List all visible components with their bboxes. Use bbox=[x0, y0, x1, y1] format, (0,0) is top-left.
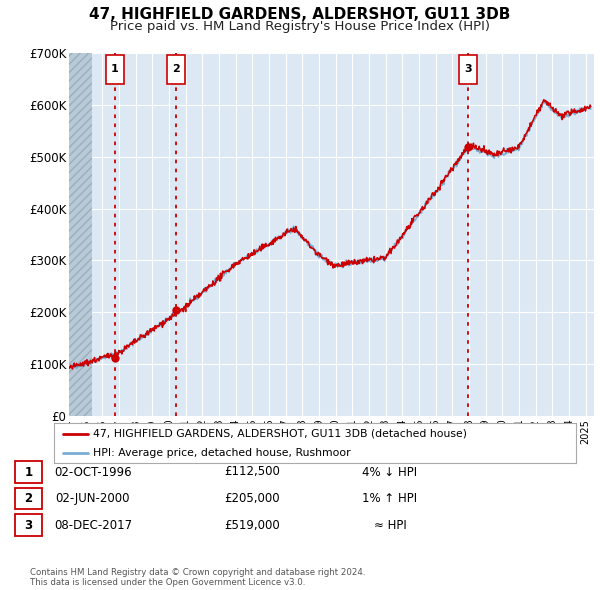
Text: 2: 2 bbox=[25, 492, 32, 505]
Text: £205,000: £205,000 bbox=[224, 492, 280, 505]
HPI: Average price, detached house, Rushmoor: (1.99e+03, 9.42e+04): Average price, detached house, Rushmoor:… bbox=[65, 363, 73, 371]
HPI: Average price, detached house, Rushmoor: (2.02e+03, 5.06e+05): Average price, detached house, Rushmoor:… bbox=[459, 150, 466, 158]
Text: Price paid vs. HM Land Registry's House Price Index (HPI): Price paid vs. HM Land Registry's House … bbox=[110, 20, 490, 33]
HPI: Average price, detached house, Rushmoor: (2e+03, 2.45e+05): Average price, detached house, Rushmoor:… bbox=[202, 286, 209, 293]
Text: 1: 1 bbox=[111, 64, 119, 74]
Text: 1: 1 bbox=[25, 466, 32, 478]
47, HIGHFIELD GARDENS, ALDERSHOT, GU11 3DB (detached house) bbox=[289, 228, 296, 235]
Text: 3: 3 bbox=[25, 519, 32, 532]
Text: HPI: Average price, detached house, Rushmoor: HPI: Average price, detached house, Rush… bbox=[93, 448, 351, 458]
Text: £112,500: £112,500 bbox=[224, 466, 280, 478]
47, HIGHFIELD GARDENS, ALDERSHOT, GU11 3DB (detached house) bbox=[65, 363, 73, 371]
FancyBboxPatch shape bbox=[106, 55, 124, 84]
HPI: Average price, detached house, Rushmoor: (2.02e+03, 6.08e+05): Average price, detached house, Rushmoor:… bbox=[541, 97, 548, 104]
Text: Contains HM Land Registry data © Crown copyright and database right 2024.
This d: Contains HM Land Registry data © Crown c… bbox=[30, 568, 365, 587]
Text: 4% ↓ HPI: 4% ↓ HPI bbox=[362, 466, 418, 478]
47, HIGHFIELD GARDENS, ALDERSHOT, GU11 3DB (detached house) bbox=[437, 178, 445, 185]
FancyBboxPatch shape bbox=[167, 55, 185, 84]
47, HIGHFIELD GARDENS, ALDERSHOT, GU11 3DB (detached house) bbox=[516, 140, 523, 147]
Text: ≈ HPI: ≈ HPI bbox=[374, 519, 406, 532]
Line: HPI: Average price, detached house, Rushmoor: HPI: Average price, detached house, Rush… bbox=[69, 101, 590, 368]
Line: 47, HIGHFIELD GARDENS, ALDERSHOT, GU11 3DB (detached house): 47, HIGHFIELD GARDENS, ALDERSHOT, GU11 3… bbox=[69, 100, 590, 369]
Text: £519,000: £519,000 bbox=[224, 519, 280, 532]
Text: 47, HIGHFIELD GARDENS, ALDERSHOT, GU11 3DB (detached house): 47, HIGHFIELD GARDENS, ALDERSHOT, GU11 3… bbox=[93, 429, 467, 439]
FancyBboxPatch shape bbox=[458, 55, 477, 84]
Text: 08-DEC-2017: 08-DEC-2017 bbox=[54, 519, 132, 532]
Text: 02-OCT-1996: 02-OCT-1996 bbox=[54, 466, 132, 478]
Text: 3: 3 bbox=[464, 64, 472, 74]
Bar bbox=[69, 53, 92, 416]
HPI: Average price, detached house, Rushmoor: (2.02e+03, 4.49e+05): Average price, detached house, Rushmoor:… bbox=[437, 179, 445, 186]
47, HIGHFIELD GARDENS, ALDERSHOT, GU11 3DB (detached house) bbox=[587, 103, 594, 110]
HPI: Average price, detached house, Rushmoor: (2.01e+03, 3.6e+05): Average price, detached house, Rushmoor:… bbox=[289, 225, 296, 232]
HPI: Average price, detached house, Rushmoor: (2e+03, 1.31e+05): Average price, detached house, Rushmoor:… bbox=[123, 345, 130, 352]
HPI: Average price, detached house, Rushmoor: (1.99e+03, 9.18e+04): Average price, detached house, Rushmoor:… bbox=[73, 365, 80, 372]
Text: 2: 2 bbox=[172, 64, 180, 74]
47, HIGHFIELD GARDENS, ALDERSHOT, GU11 3DB (detached house) bbox=[459, 152, 466, 159]
Text: 02-JUN-2000: 02-JUN-2000 bbox=[56, 492, 130, 505]
47, HIGHFIELD GARDENS, ALDERSHOT, GU11 3DB (detached house) bbox=[123, 343, 130, 350]
Text: 47, HIGHFIELD GARDENS, ALDERSHOT, GU11 3DB: 47, HIGHFIELD GARDENS, ALDERSHOT, GU11 3… bbox=[89, 7, 511, 22]
Text: 1% ↑ HPI: 1% ↑ HPI bbox=[362, 492, 418, 505]
HPI: Average price, detached house, Rushmoor: (2.02e+03, 5.19e+05): Average price, detached house, Rushmoor:… bbox=[516, 143, 523, 150]
47, HIGHFIELD GARDENS, ALDERSHOT, GU11 3DB (detached house) bbox=[69, 365, 76, 372]
HPI: Average price, detached house, Rushmoor: (2.03e+03, 5.92e+05): Average price, detached house, Rushmoor:… bbox=[587, 106, 594, 113]
47, HIGHFIELD GARDENS, ALDERSHOT, GU11 3DB (detached house) bbox=[540, 96, 547, 103]
47, HIGHFIELD GARDENS, ALDERSHOT, GU11 3DB (detached house) bbox=[202, 285, 209, 292]
